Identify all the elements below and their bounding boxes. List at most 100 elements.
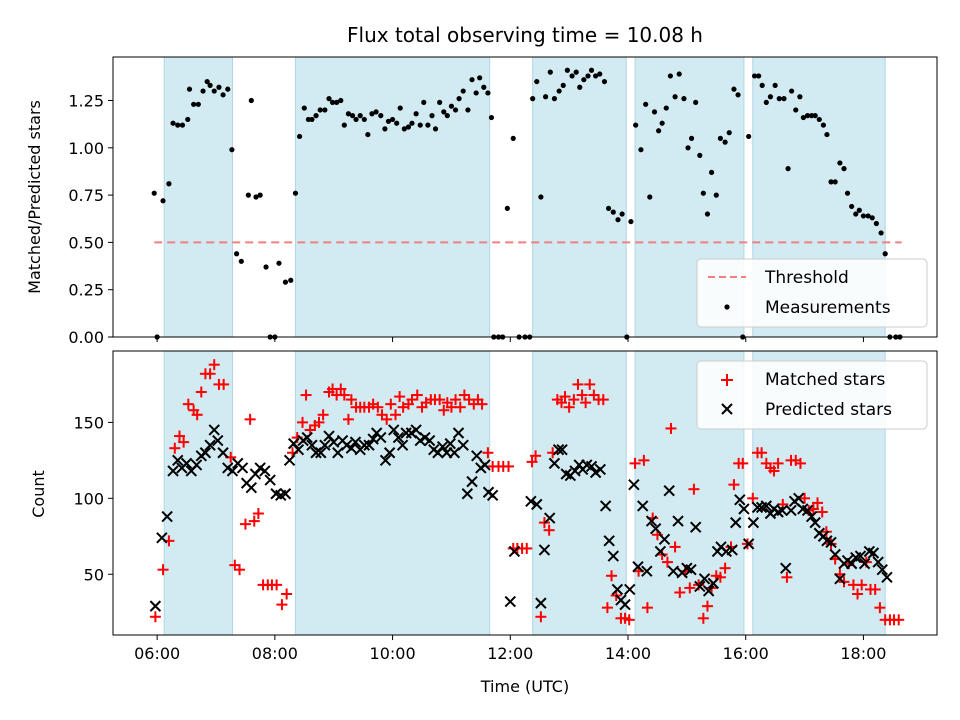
measurement-point-106 [601,78,608,85]
bottom-xtick-label-5: 16:00 [723,644,769,663]
matched-point-106 [629,457,641,469]
matched-point-83 [530,450,542,462]
measurement-point-129 [700,190,706,196]
predicted-point-155-b [854,550,867,562]
predicted-point-18 [236,462,249,474]
predicted-point-13 [212,434,224,447]
predicted-point-13-b [212,434,224,447]
bottom-ytick-label-0: 50 [84,565,104,584]
matched-point-62 [434,394,446,406]
top-y-axis-label: Matched/Predicted stars [25,100,44,294]
predicted-point-47-b [367,433,379,445]
top-measurement-points [151,67,903,340]
measurement-point-142 [759,82,765,88]
predicted-point-4 [172,454,184,467]
measurement-point-78 [481,84,487,90]
measurement-point-91 [538,194,544,200]
measurement-point-139 [746,133,752,140]
matched-point-138 [772,457,784,469]
bottom-panel: 50 100 150 06:00 08:00 10:00 12:00 14:00 16:00 1… [29,350,938,696]
matched-point-57 [411,389,423,401]
measurement-point-32 [296,133,303,140]
predicted-point-138-b [785,504,797,517]
measurement-point-108 [610,209,616,215]
measurement-point-48 [361,116,367,123]
bottom-axes-frame [112,350,938,636]
predicted-point-24-b [264,474,276,486]
measurement-point-39 [326,96,332,102]
measurement-point-30 [288,277,294,283]
measurement-point-47 [357,113,363,119]
predicted-point-138 [785,504,797,517]
predicted-point-45 [358,439,371,451]
predicted-point-127-b [738,503,750,515]
measurement-point-131 [708,169,715,176]
matched-point-91 [563,401,575,413]
predicted-point-57-b [410,424,422,436]
matched-point-96 [584,378,596,390]
measurement-point-149 [789,88,795,94]
predicted-point-25-b [270,488,282,500]
measurement-point-74 [465,107,471,113]
measurement-point-0 [151,190,157,196]
predicted-point-98-b [611,583,624,596]
measurement-point-145 [772,82,778,88]
predicted-point-20 [245,481,258,494]
predicted-point-92-b [585,460,598,473]
measurement-point-24 [257,192,263,198]
legend-matched-marker [721,374,733,386]
measurement-point-119 [659,120,665,126]
matched-point-84 [535,611,547,623]
measurement-point-116 [647,194,653,200]
measurement-point-62 [417,122,423,128]
predicted-point-140 [792,492,805,505]
predicted-point-11-b [204,439,216,451]
predicted-point-125-b [730,516,742,529]
matched-point-95 [580,397,592,409]
predicted-point-111 [667,565,680,577]
legend-measurements-marker [724,304,730,310]
matched-point-34 [313,416,325,428]
bottom-y-ticks: 50 100 150 [73,413,113,584]
predicted-point-86-b [560,468,572,480]
measurement-point-101 [581,77,587,83]
bottom-x-ticks: 06:00 08:00 10:00 12:00 14:00 16:00 18:00 [134,635,886,663]
predicted-point-125 [730,516,742,529]
predicted-point-129 [747,516,760,529]
measurement-point-135 [726,130,732,136]
measurement-point-157 [820,122,827,128]
top-ytick-label-2: 0.50 [68,233,104,252]
measurement-point-152 [800,114,806,121]
matched-point-12 [208,359,220,371]
matched-point-8 [191,409,203,421]
measurement-point-132 [713,192,719,198]
predicted-point-77 [508,545,521,558]
predicted-point-82-b [544,512,556,524]
top-panel: 0.00 0.25 0.50 0.75 1.00 1.25 Flux total obse… [25,23,938,347]
predicted-point-92 [585,460,598,473]
predicted-point-132 [760,500,773,512]
predicted-point-28 [283,454,296,467]
predicted-point-45-b [358,439,371,451]
matched-point-25 [271,579,283,591]
predicted-point-50-b [379,454,392,467]
measurement-point-68 [441,109,447,115]
predicted-point-150 [834,573,846,585]
measurement-point-103 [588,67,595,73]
matched-point-132 [747,492,759,504]
matched-point-6 [182,398,194,410]
measurement-point-15 [216,84,222,90]
matched-point-128 [728,479,740,491]
bottom-legend: Matched stars Predicted stars [696,360,928,430]
predicted-point-12 [208,424,220,436]
predicted-point-128-b [742,538,755,550]
measurement-point-3 [166,181,172,187]
predicted-point-71 [471,450,483,462]
measurement-point-93 [547,69,553,75]
predicted-point-94 [594,463,607,476]
predicted-point-120 [707,577,720,590]
matched-point-92 [568,394,580,406]
measurement-point-140 [751,73,758,79]
matched-point-5 [178,436,190,448]
